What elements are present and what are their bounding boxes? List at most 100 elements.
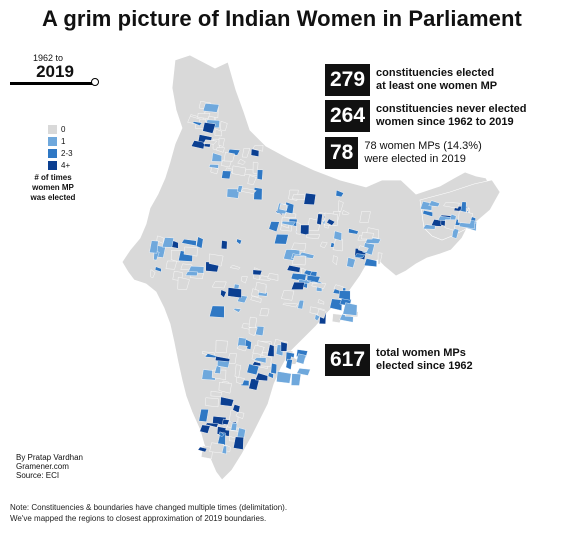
- constituency: [240, 276, 248, 284]
- constituency: [154, 266, 162, 273]
- constituency: [457, 210, 474, 224]
- constituency: [230, 422, 238, 431]
- constituency: [211, 152, 223, 162]
- legend-swatch: [48, 149, 57, 158]
- stat-constituencies-elected: 279 constituencies elected at least one …: [325, 64, 497, 96]
- constituency: [247, 175, 257, 185]
- constituency: [223, 151, 235, 162]
- slider-start-label: 1962 to: [32, 53, 64, 63]
- constituency: [202, 103, 220, 113]
- constituency: [359, 211, 371, 223]
- constituency: [221, 170, 232, 180]
- constituency: [306, 233, 321, 239]
- footnote: Note: Constituencies & boundaries have c…: [10, 503, 288, 523]
- constituency: [226, 188, 240, 199]
- constituency: [183, 246, 198, 257]
- legend-label: 0: [61, 125, 66, 134]
- stat-text: total women MPs elected since 1962: [376, 347, 473, 372]
- constituency: [205, 422, 219, 428]
- constituency: [285, 358, 293, 370]
- constituency: [314, 314, 321, 322]
- constituency: [291, 255, 306, 266]
- constituency: [215, 356, 230, 362]
- constituency: [338, 290, 351, 301]
- constituency: [253, 357, 267, 364]
- constituency: [306, 275, 321, 283]
- constituency: [227, 287, 242, 299]
- constituency: [303, 192, 316, 205]
- constituency: [332, 313, 343, 324]
- constituency: [280, 341, 288, 352]
- constituency: [229, 264, 241, 270]
- constituency: [361, 232, 374, 240]
- constituency: [215, 340, 228, 354]
- slider-handle[interactable]: [91, 78, 99, 86]
- constituency: [291, 373, 302, 386]
- constituency: [165, 260, 178, 270]
- constituency: [297, 300, 305, 310]
- stat-total-women-mps: 617 total women MPs elected since 1962: [325, 344, 473, 376]
- legend-label: 1: [61, 137, 66, 146]
- constituency: [252, 145, 264, 152]
- constituency: [317, 308, 327, 319]
- constituency: [354, 253, 366, 259]
- constituency: [191, 140, 206, 150]
- stat-constituencies-never-elected: 264 constituencies never elected women s…: [325, 100, 526, 132]
- constituency: [208, 253, 224, 267]
- legend-item: 1: [30, 136, 90, 147]
- constituency: [211, 281, 227, 289]
- stat-number: 617: [325, 344, 371, 376]
- constituency: [214, 128, 222, 137]
- constituency: [197, 446, 208, 453]
- constituency: [236, 427, 246, 440]
- constituency: [234, 364, 242, 378]
- constituency: [218, 431, 225, 437]
- constituency: [199, 424, 211, 434]
- constituency: [357, 245, 369, 253]
- constituency: [209, 305, 225, 318]
- constituency: [267, 273, 279, 281]
- constituency: [220, 120, 228, 131]
- stat-number: 78: [325, 137, 359, 169]
- constituency: [338, 200, 344, 212]
- india-constituency-map[interactable]: [120, 40, 580, 490]
- constituency: [218, 137, 225, 147]
- constituency: [248, 327, 258, 337]
- constituency: [335, 189, 344, 198]
- constituency: [282, 302, 299, 308]
- constituency: [237, 185, 243, 193]
- constituency: [443, 202, 460, 209]
- constituency: [252, 344, 265, 355]
- constituency: [250, 148, 260, 157]
- constituency: [185, 271, 198, 276]
- constituency: [218, 382, 232, 394]
- constituency: [279, 204, 288, 211]
- constituency: [259, 308, 270, 317]
- legend-swatch: [48, 137, 57, 146]
- stat-number: 279: [325, 64, 371, 96]
- constituency: [276, 371, 292, 384]
- constituency: [149, 240, 159, 254]
- constituency: [233, 308, 242, 313]
- constituency: [205, 397, 219, 408]
- constituency: [220, 289, 227, 298]
- constituency: [208, 164, 219, 169]
- constituency: [220, 396, 235, 407]
- constituency: [296, 368, 311, 376]
- constituency: [281, 290, 295, 301]
- constituency: [203, 139, 218, 145]
- legend-item: 4+: [30, 160, 90, 171]
- constituency: [296, 221, 301, 235]
- map-legend: 0 1 2-3 4+ # of times women MP was elect…: [30, 124, 90, 203]
- constituency: [348, 228, 359, 235]
- constituency: [342, 302, 358, 316]
- constituency: [197, 113, 211, 119]
- constituency: [341, 210, 350, 215]
- legend-title: # of times women MP was elected: [30, 173, 76, 202]
- slider-track[interactable]: [10, 82, 96, 85]
- constituency: [332, 255, 338, 266]
- constituency: [267, 372, 274, 379]
- constituency: [214, 365, 222, 374]
- constituency: [377, 252, 383, 265]
- constituency: [209, 442, 225, 454]
